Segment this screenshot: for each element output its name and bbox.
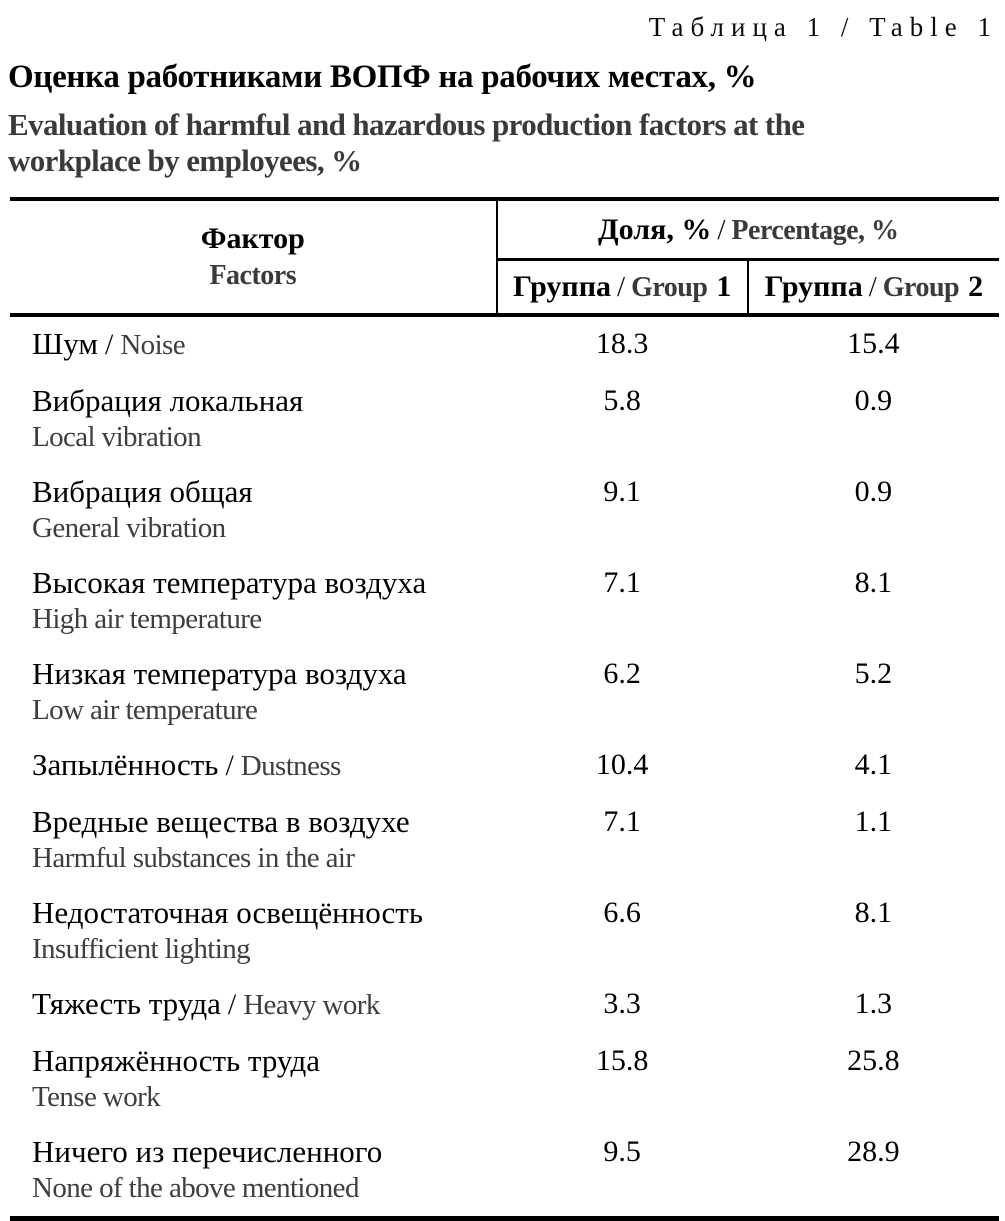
- table-row: Напряжённость труда Tense work 15.8 25.8: [10, 1034, 999, 1125]
- group1-value: 3.3: [603, 987, 641, 1020]
- factor-en: None of the above mentioned: [32, 1172, 359, 1204]
- factor-en: Local vibration: [32, 421, 202, 453]
- table-row: Вибрация локальная Local vibration 5.8 0.…: [10, 374, 999, 465]
- factor-en: Insufficient lighting: [32, 933, 251, 965]
- factor-header-ru: Фактор: [200, 222, 305, 255]
- share-column-header: Доля, % / Percentage, %: [496, 197, 999, 261]
- factor-en: Heavy work: [243, 989, 380, 1021]
- table-row: Вредные вещества в воздухе Harmful substa…: [10, 795, 999, 886]
- title-english: Evaluation of harmful and hazardous prod…: [8, 107, 805, 178]
- factor-en: Low air temperature: [32, 694, 258, 726]
- factor-cell: Высокая температура воздуха High air temp…: [10, 556, 497, 647]
- factor-cell: Ничего из перечисленного None of the abov…: [10, 1125, 497, 1221]
- group1-value: 10.4: [595, 748, 649, 781]
- table-row: Шум / Noise 18.3 15.4: [10, 315, 999, 374]
- table-body: Шум / Noise 18.3 15.4 Вибрация локальная Lo…: [10, 315, 999, 1221]
- group2-header-ru: Группа: [764, 270, 863, 303]
- group2-value: 0.9: [854, 475, 893, 508]
- factor-cell: Недостаточная освещённость Insufficient l…: [10, 886, 497, 977]
- table-row: Недостаточная освещённость Insufficient l…: [10, 886, 999, 977]
- factor-cell: Вредные вещества в воздухе Harmful substa…: [10, 795, 497, 886]
- factor-cell: Низкая температура воздуха Low air temper…: [10, 647, 497, 738]
- factor-cell: Напряжённость труда Tense work: [10, 1034, 497, 1125]
- factor-ru: Шум: [32, 326, 98, 361]
- group2-header-separator: /: [868, 271, 877, 303]
- group2-value: 4.1: [854, 748, 893, 781]
- factor-ru: Тяжесть труда: [32, 986, 221, 1021]
- factor-ru: Вредные вещества в воздухе: [32, 804, 410, 839]
- table-caption: Таблица 1 / Table 1: [648, 12, 998, 42]
- group1-value: 9.5: [496, 1125, 748, 1221]
- factor-en: General vibration: [32, 512, 226, 544]
- group2-value: 1.3: [854, 987, 893, 1020]
- table-row: Вибрация общая General vibration 9.1 0.9: [10, 465, 999, 556]
- header-row-groups: Группа / Group 1 Группа / Group 2: [10, 259, 999, 317]
- group2-value: 5.2: [854, 657, 893, 690]
- factor-ru: Запылённость: [32, 747, 219, 782]
- table-row: Низкая температура воздуха Low air temper…: [10, 647, 999, 738]
- table-row: Ничего из перечисленного None of the abov…: [10, 1125, 999, 1221]
- factor-ru: Напряжённость труда: [32, 1043, 321, 1078]
- group2-header: Группа / Group 2: [747, 259, 999, 317]
- factor-cell: Тяжесть труда / Heavy work: [10, 977, 497, 1034]
- header-row-top: Фактор Factors Доля, % / Percentage, %: [10, 197, 999, 317]
- factor-ru: Недостаточная освещённость: [32, 895, 423, 930]
- group2-header-en: Group: [882, 272, 960, 303]
- group1-value: 7.1: [603, 566, 641, 599]
- factor-cell: Запылённость / Dustness: [10, 738, 497, 795]
- group2-value: 0.9: [854, 384, 893, 417]
- group2-value: 25.8: [847, 1044, 900, 1077]
- group1-header-separator: /: [617, 271, 626, 303]
- factor-en: Noise: [120, 329, 185, 361]
- factor-en: Dustness: [240, 750, 342, 782]
- group1-header: Группа / Group 1: [496, 259, 749, 317]
- factor-en: High air temperature: [32, 603, 262, 635]
- factor-en: Harmful substances in the air: [32, 842, 355, 874]
- group1-header-number: 1: [716, 270, 732, 303]
- group1-value: 6.2: [603, 657, 641, 690]
- factor-cell: Шум / Noise: [10, 315, 497, 374]
- group1-value: 7.1: [603, 805, 641, 838]
- table-header: Фактор Factors Доля, % / Percentage, % Гру…: [10, 197, 999, 317]
- title-russian: Оценка работниками ВОПФ на рабочих места…: [8, 59, 757, 95]
- group1-value: 6.6: [603, 896, 641, 929]
- share-header-en: Percentage, %: [731, 214, 899, 246]
- group2-value: 15.4: [847, 327, 900, 360]
- group2-value: 8.1: [854, 896, 893, 929]
- group1-value: 5.8: [603, 384, 641, 417]
- factor-column-header: Фактор Factors: [10, 197, 498, 317]
- factor-ru: Высокая температура воздуха: [32, 565, 427, 600]
- group2-value: 28.9: [747, 1125, 999, 1221]
- factor-ru: Ничего из перечисленного: [32, 1134, 383, 1169]
- table-row: Тяжесть труда / Heavy work 3.3 1.3: [10, 977, 999, 1034]
- share-header-separator: /: [717, 213, 726, 246]
- group2-value: 1.1: [854, 805, 893, 838]
- group1-value: 15.8: [595, 1044, 649, 1077]
- factor-separator: /: [225, 749, 234, 782]
- factor-ru: Вибрация локальная: [32, 383, 304, 418]
- factors-table: Фактор Factors Доля, % / Percentage, % Гру…: [10, 197, 999, 1221]
- table-row: Высокая температура воздуха High air temp…: [10, 556, 999, 647]
- factor-ru: Низкая температура воздуха: [32, 656, 407, 691]
- group1-value: 18.3: [595, 327, 649, 360]
- share-header-ru: Доля, %: [598, 212, 712, 246]
- factor-separator: /: [227, 988, 237, 1021]
- factor-cell: Вибрация локальная Local vibration: [10, 374, 497, 465]
- group1-header-en: Group: [631, 272, 708, 303]
- group1-value: 9.1: [603, 475, 641, 508]
- factor-ru: Вибрация общая: [32, 474, 253, 509]
- factor-header-en: Factors: [209, 260, 297, 291]
- group2-value: 8.1: [854, 566, 893, 599]
- factor-en: Tense work: [32, 1081, 161, 1113]
- table-row: Запылённость / Dustness 10.4 4.1: [10, 738, 999, 795]
- factor-separator: /: [104, 328, 114, 361]
- group1-header-ru: Группа: [512, 270, 611, 303]
- group2-header-number: 2: [968, 270, 984, 303]
- factor-cell: Вибрация общая General vibration: [10, 465, 497, 556]
